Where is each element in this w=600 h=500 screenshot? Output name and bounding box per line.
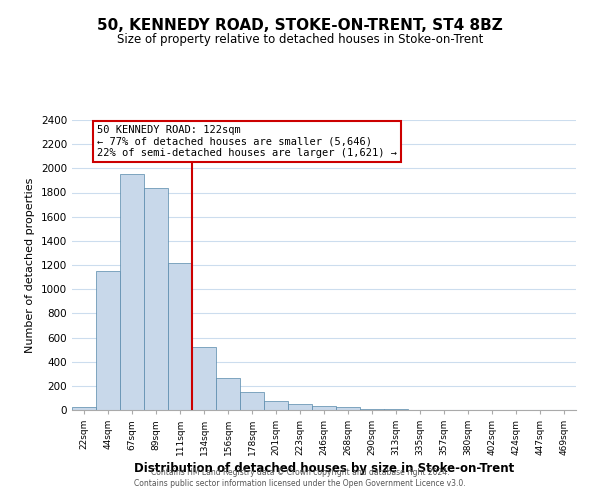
Bar [264,401,288,410]
Bar [240,392,264,410]
Bar [288,404,312,410]
Text: Contains HM Land Registry data © Crown copyright and database right 2024.
Contai: Contains HM Land Registry data © Crown c… [134,468,466,487]
Text: 50, KENNEDY ROAD, STOKE-ON-TRENT, ST4 8BZ: 50, KENNEDY ROAD, STOKE-ON-TRENT, ST4 8B… [97,18,503,32]
Bar [72,407,96,410]
Bar [168,262,192,410]
Bar [120,174,144,410]
Bar [336,407,360,410]
Y-axis label: Number of detached properties: Number of detached properties [25,178,35,352]
Bar [216,378,240,410]
Text: 50 KENNEDY ROAD: 122sqm
← 77% of detached houses are smaller (5,646)
22% of semi: 50 KENNEDY ROAD: 122sqm ← 77% of detache… [97,125,397,158]
Bar [144,188,168,410]
Text: Size of property relative to detached houses in Stoke-on-Trent: Size of property relative to detached ho… [117,32,483,46]
X-axis label: Distribution of detached houses by size in Stoke-on-Trent: Distribution of detached houses by size … [134,462,514,475]
Bar [192,347,216,410]
Bar [96,271,120,410]
Bar [312,406,336,410]
Bar [360,409,384,410]
